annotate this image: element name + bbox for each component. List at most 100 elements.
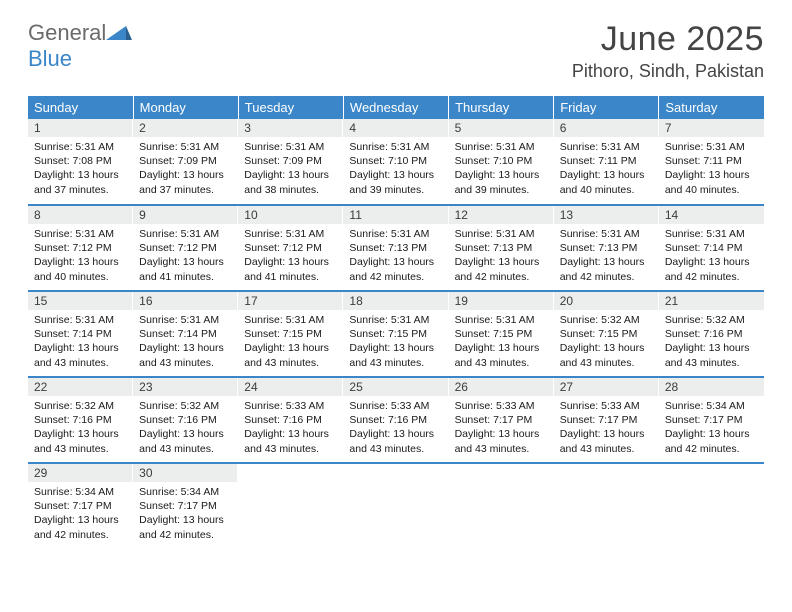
sunset-line: Sunset: 7:13 PM	[455, 242, 533, 254]
daylight-line: Daylight: 13 hours and 41 minutes.	[244, 256, 329, 282]
daylight-line: Daylight: 13 hours and 43 minutes.	[139, 428, 224, 454]
day-data: Sunrise: 5:31 AMSunset: 7:13 PMDaylight:…	[343, 224, 448, 288]
day-data: Sunrise: 5:32 AMSunset: 7:16 PMDaylight:…	[28, 396, 133, 460]
calendar-day-cell: 21Sunrise: 5:32 AMSunset: 7:16 PMDayligh…	[659, 291, 764, 377]
calendar-day-cell	[554, 463, 659, 549]
title-block: June 2025 Pithoro, Sindh, Pakistan	[572, 20, 764, 82]
day-data: Sunrise: 5:34 AM Sunset: 7:17 PM Daylight:…	[28, 482, 133, 546]
sunrise-line: Sunrise: 5:31 AM	[34, 228, 114, 240]
daylight-line: Daylight: 13 hours and 43 minutes.	[139, 342, 224, 368]
daylight-line: Daylight: 13 hours and 39 minutes.	[349, 169, 434, 195]
day-data: Sunrise: 5:33 AMSunset: 7:16 PMDaylight:…	[238, 396, 343, 460]
calendar-day-cell: 22Sunrise: 5:32 AMSunset: 7:16 PMDayligh…	[28, 377, 133, 463]
weekday-header: Tuesday	[238, 96, 343, 119]
daylight-line: Daylight: 13 hours and 42 minutes.	[139, 514, 224, 540]
day-data: Sunrise: 5:33 AMSunset: 7:17 PMDaylight:…	[554, 396, 659, 460]
sunset-line: Sunset: 7:09 PM	[244, 155, 322, 167]
day-data: Sunrise: 5:31 AMSunset: 7:15 PMDaylight:…	[343, 310, 448, 374]
calendar-day-cell: 15Sunrise: 5:31 AMSunset: 7:14 PMDayligh…	[28, 291, 133, 377]
day-number: 2	[133, 119, 238, 137]
calendar-day-cell: 6Sunrise: 5:31 AMSunset: 7:11 PMDaylight…	[554, 119, 659, 205]
day-number: 14	[659, 206, 764, 224]
calendar-day-cell: 23Sunrise: 5:32 AMSunset: 7:16 PMDayligh…	[133, 377, 238, 463]
day-number: 18	[343, 292, 448, 310]
day-data: Sunrise: 5:31 AMSunset: 7:10 PMDaylight:…	[343, 137, 448, 201]
calendar-day-cell: 7Sunrise: 5:31 AMSunset: 7:11 PMDaylight…	[659, 119, 764, 205]
daylight-line: Daylight: 13 hours and 42 minutes.	[349, 256, 434, 282]
daylight-line: Daylight: 13 hours and 42 minutes.	[665, 428, 750, 454]
sunset-line: Sunset: 7:12 PM	[34, 242, 112, 254]
sunrise-line: Sunrise: 5:31 AM	[455, 141, 535, 153]
daylight-line: Daylight: 13 hours and 42 minutes.	[34, 514, 119, 540]
calendar-week-row: 22Sunrise: 5:32 AMSunset: 7:16 PMDayligh…	[28, 377, 764, 463]
sunset-line: Sunset: 7:12 PM	[139, 242, 217, 254]
day-data: Sunrise: 5:31 AMSunset: 7:14 PMDaylight:…	[28, 310, 133, 374]
calendar-day-cell: 24Sunrise: 5:33 AMSunset: 7:16 PMDayligh…	[238, 377, 343, 463]
day-number: 24	[238, 378, 343, 396]
day-data: Sunrise: 5:33 AMSunset: 7:16 PMDaylight:…	[343, 396, 448, 460]
day-data: Sunrise: 5:31 AMSunset: 7:15 PMDaylight:…	[238, 310, 343, 374]
day-number: 22	[28, 378, 133, 396]
sunset-line: Sunset: 7:17 PM	[455, 414, 533, 426]
day-number: 3	[238, 119, 343, 137]
sunrise-line: Sunrise: 5:32 AM	[665, 314, 745, 326]
day-number: 12	[449, 206, 554, 224]
calendar-day-cell	[659, 463, 764, 549]
sunrise-line: Sunrise: 5:34 AM	[34, 486, 114, 498]
day-number: 8	[28, 206, 133, 224]
sunrise-line: Sunrise: 5:31 AM	[560, 228, 640, 240]
calendar-day-cell: 5Sunrise: 5:31 AMSunset: 7:10 PMDaylight…	[449, 119, 554, 205]
day-number: 26	[449, 378, 554, 396]
calendar-week-row: 15Sunrise: 5:31 AMSunset: 7:14 PMDayligh…	[28, 291, 764, 377]
brand-top: General	[28, 20, 106, 45]
calendar-day-cell: 26Sunrise: 5:33 AMSunset: 7:17 PMDayligh…	[449, 377, 554, 463]
sunrise-line: Sunrise: 5:31 AM	[34, 141, 114, 153]
calendar-week-row: 1Sunrise: 5:31 AMSunset: 7:08 PMDaylight…	[28, 119, 764, 205]
day-data: Sunrise: 5:31 AMSunset: 7:12 PMDaylight:…	[133, 224, 238, 288]
calendar-week-row: 8Sunrise: 5:31 AMSunset: 7:12 PMDaylight…	[28, 205, 764, 291]
sunset-line: Sunset: 7:15 PM	[244, 328, 322, 340]
sunrise-line: Sunrise: 5:32 AM	[139, 400, 219, 412]
sunrise-line: Sunrise: 5:31 AM	[34, 314, 114, 326]
sunset-line: Sunset: 7:10 PM	[349, 155, 427, 167]
calendar-day-cell: 13Sunrise: 5:31 AMSunset: 7:13 PMDayligh…	[554, 205, 659, 291]
daylight-line: Daylight: 13 hours and 37 minutes.	[139, 169, 224, 195]
sunrise-line: Sunrise: 5:32 AM	[560, 314, 640, 326]
sunrise-line: Sunrise: 5:31 AM	[455, 228, 535, 240]
sunset-line: Sunset: 7:17 PM	[560, 414, 638, 426]
day-number: 15	[28, 292, 133, 310]
calendar-day-cell: 20Sunrise: 5:32 AMSunset: 7:15 PMDayligh…	[554, 291, 659, 377]
sunset-line: Sunset: 7:15 PM	[455, 328, 533, 340]
day-number: 9	[133, 206, 238, 224]
sunset-line: Sunset: 7:11 PM	[665, 155, 742, 167]
sunset-line: Sunset: 7:16 PM	[244, 414, 322, 426]
day-number: 5	[449, 119, 554, 137]
day-number: 19	[449, 292, 554, 310]
calendar-day-cell: 16Sunrise: 5:31 AMSunset: 7:14 PMDayligh…	[133, 291, 238, 377]
sunrise-line: Sunrise: 5:34 AM	[665, 400, 745, 412]
daylight-line: Daylight: 13 hours and 41 minutes.	[139, 256, 224, 282]
day-number: 13	[554, 206, 659, 224]
day-number: 23	[133, 378, 238, 396]
daylight-line: Daylight: 13 hours and 43 minutes.	[349, 428, 434, 454]
sunset-line: Sunset: 7:17 PM	[34, 500, 112, 512]
sunset-line: Sunset: 7:10 PM	[455, 155, 533, 167]
daylight-line: Daylight: 13 hours and 43 minutes.	[349, 342, 434, 368]
calendar-day-cell: 17Sunrise: 5:31 AMSunset: 7:15 PMDayligh…	[238, 291, 343, 377]
calendar-day-cell: 18Sunrise: 5:31 AMSunset: 7:15 PMDayligh…	[343, 291, 448, 377]
sunrise-line: Sunrise: 5:31 AM	[244, 228, 324, 240]
sunrise-line: Sunrise: 5:34 AM	[139, 486, 219, 498]
daylight-line: Daylight: 13 hours and 43 minutes.	[244, 342, 329, 368]
sunrise-line: Sunrise: 5:31 AM	[349, 314, 429, 326]
sunset-line: Sunset: 7:13 PM	[349, 242, 427, 254]
calendar-day-cell: 4Sunrise: 5:31 AMSunset: 7:10 PMDaylight…	[343, 119, 448, 205]
calendar-day-cell: 25Sunrise: 5:33 AMSunset: 7:16 PMDayligh…	[343, 377, 448, 463]
calendar-day-cell	[343, 463, 448, 549]
day-number: 7	[659, 119, 764, 137]
day-number: 16	[133, 292, 238, 310]
sunset-line: Sunset: 7:17 PM	[139, 500, 217, 512]
sunset-line: Sunset: 7:17 PM	[665, 414, 743, 426]
day-number: 30	[133, 464, 238, 482]
logo-triangle-icon	[106, 22, 132, 40]
calendar-week-row: 29Sunrise: 5:34 AMSunset: 7:17 PMDayligh…	[28, 463, 764, 549]
